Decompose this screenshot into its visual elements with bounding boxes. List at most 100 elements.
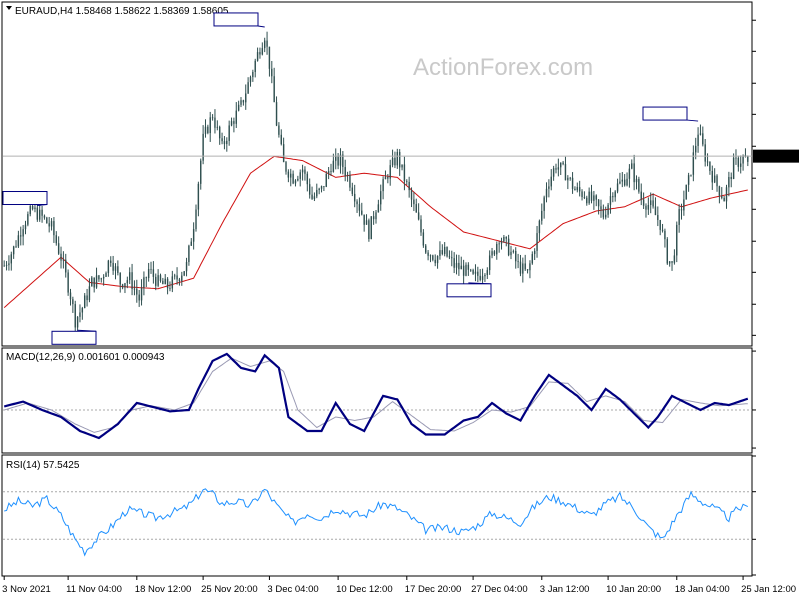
candle-body	[297, 178, 299, 181]
candle-body	[526, 269, 529, 271]
candle	[443, 242, 446, 257]
candle	[245, 84, 247, 110]
candle-body	[41, 209, 43, 216]
candle	[683, 190, 685, 216]
candle-body	[462, 265, 465, 276]
candle	[332, 153, 335, 173]
candle	[218, 125, 221, 145]
candle	[633, 154, 635, 191]
candle	[557, 158, 560, 177]
candle-body	[271, 68, 273, 77]
candle	[699, 124, 702, 136]
candle-body	[666, 239, 669, 264]
price-panel: ActionForex.com EURAUD,H4 1.58468 1.5862…	[1, 1, 799, 347]
candle	[226, 137, 228, 152]
candle	[41, 206, 43, 223]
candle-body	[155, 276, 157, 286]
candle-body	[574, 188, 576, 191]
candle-body	[226, 140, 228, 145]
candle	[27, 211, 29, 227]
candle-body	[448, 256, 451, 258]
candle-body	[382, 179, 384, 192]
candle-body	[31, 206, 34, 210]
candle	[531, 251, 534, 265]
candle-body	[342, 154, 344, 168]
candle-body	[157, 275, 159, 286]
candle	[91, 275, 93, 287]
candle	[474, 264, 477, 282]
candle-body	[24, 224, 27, 230]
candle	[216, 120, 219, 131]
candle-body	[678, 209, 680, 225]
candle-body	[533, 250, 536, 255]
candle-body	[413, 199, 415, 205]
candle	[678, 204, 680, 233]
candle	[533, 248, 536, 260]
candle	[211, 114, 214, 121]
macd-line	[3, 352, 749, 440]
candle	[512, 249, 515, 254]
candle-body	[233, 121, 235, 124]
price-y-axis	[752, 19, 756, 336]
candle	[280, 129, 282, 146]
candle	[564, 156, 567, 181]
candle	[581, 189, 583, 201]
candle-body	[15, 246, 17, 248]
candle-body	[425, 245, 427, 253]
candle	[323, 186, 325, 192]
candle-body	[69, 292, 72, 300]
rsi-panel: RSI(14) 57.5425	[1, 454, 756, 577]
candle-body	[29, 206, 31, 215]
candle-body	[124, 283, 126, 288]
candle-body	[81, 308, 84, 313]
candle	[147, 262, 150, 282]
candle	[145, 276, 147, 288]
candle-body	[465, 264, 467, 276]
candle	[74, 300, 76, 333]
price-callout	[446, 282, 492, 298]
candle-body	[635, 178, 638, 183]
candle	[81, 306, 84, 320]
candle-body	[171, 276, 174, 289]
collapse-triangle-icon[interactable]	[6, 6, 12, 10]
candle	[517, 253, 519, 269]
candle	[282, 137, 285, 163]
candle-body	[571, 177, 574, 189]
candle	[214, 109, 216, 134]
candle	[713, 168, 716, 184]
candle-body	[737, 157, 740, 167]
candle	[223, 136, 226, 150]
candle	[721, 187, 723, 200]
candle	[642, 192, 645, 209]
candle	[515, 247, 517, 269]
candle-body	[131, 272, 133, 290]
x-tick-label: 25 Nov 20:00	[201, 584, 258, 595]
candle	[204, 119, 207, 138]
candle	[623, 174, 626, 187]
candle	[15, 240, 17, 248]
candle-body	[702, 133, 704, 145]
candle	[498, 241, 500, 253]
candle-body	[747, 156, 749, 162]
candle-body	[235, 110, 237, 124]
x-tick-label: 25 Jan 12:00	[741, 584, 796, 595]
candle-body	[723, 197, 725, 202]
candle-body	[403, 164, 406, 182]
candle-body	[619, 181, 621, 184]
candle-body	[60, 253, 62, 261]
candle-body	[605, 214, 607, 218]
candle-body	[195, 209, 197, 230]
candle	[259, 47, 261, 59]
candle-body	[401, 164, 403, 168]
candle	[60, 246, 62, 269]
candle-body	[493, 251, 496, 255]
candle	[95, 267, 98, 289]
candle-body	[152, 269, 155, 277]
candle	[34, 204, 36, 213]
candle-body	[470, 269, 472, 271]
candle	[5, 261, 8, 271]
candle-body	[126, 280, 129, 284]
candle	[716, 174, 718, 192]
candle-body	[306, 173, 309, 185]
